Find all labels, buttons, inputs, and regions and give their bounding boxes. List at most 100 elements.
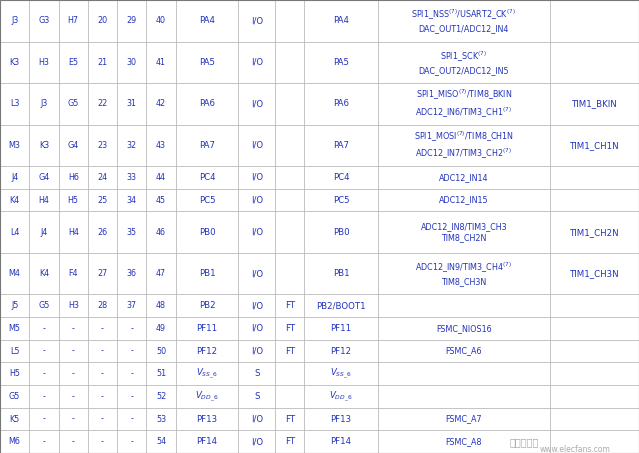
Text: I/O: I/O: [250, 196, 263, 205]
Text: FSMC_A7: FSMC_A7: [445, 414, 482, 424]
Bar: [275, 166, 304, 189]
Bar: [0, 317, 29, 340]
Bar: [117, 212, 146, 253]
Text: L5: L5: [10, 347, 19, 356]
Bar: [275, 317, 304, 340]
Bar: [304, 166, 378, 189]
Text: -: -: [72, 324, 75, 333]
Text: K3: K3: [10, 58, 20, 67]
Text: 21: 21: [97, 58, 107, 67]
Bar: [238, 408, 275, 430]
Bar: [378, 430, 550, 453]
Bar: [146, 125, 176, 166]
Bar: [88, 294, 117, 317]
Bar: [88, 42, 117, 83]
Bar: [117, 0, 146, 42]
Text: $V_{DD\_6}$: $V_{DD\_6}$: [329, 389, 353, 404]
Text: -: -: [130, 392, 133, 401]
Text: FT: FT: [284, 414, 295, 424]
Bar: [275, 385, 304, 408]
Bar: [378, 166, 550, 189]
Text: 27: 27: [97, 269, 107, 278]
Bar: [117, 42, 146, 83]
Text: PA5: PA5: [333, 58, 349, 67]
Text: J4: J4: [11, 173, 19, 182]
Bar: [59, 189, 88, 212]
Text: -: -: [101, 369, 104, 378]
Bar: [29, 340, 59, 362]
Bar: [88, 430, 117, 453]
Bar: [378, 0, 550, 42]
Bar: [550, 385, 639, 408]
Text: -: -: [42, 369, 45, 378]
Bar: [378, 317, 550, 340]
Text: PF13: PF13: [330, 414, 351, 424]
Bar: [117, 430, 146, 453]
Bar: [146, 212, 176, 253]
Text: PA6: PA6: [199, 99, 215, 108]
Bar: [59, 317, 88, 340]
Text: 25: 25: [97, 196, 107, 205]
Bar: [238, 317, 275, 340]
Bar: [0, 42, 29, 83]
Text: -: -: [42, 414, 45, 424]
Text: -: -: [72, 437, 75, 446]
Bar: [304, 385, 378, 408]
Text: G4: G4: [68, 141, 79, 150]
Bar: [378, 83, 550, 125]
Text: -: -: [72, 369, 75, 378]
Bar: [304, 408, 378, 430]
Bar: [59, 408, 88, 430]
Bar: [117, 166, 146, 189]
Bar: [88, 212, 117, 253]
Text: 37: 37: [127, 301, 137, 310]
Text: -: -: [72, 414, 75, 424]
Text: -: -: [42, 392, 45, 401]
Text: TIM1_BKIN: TIM1_BKIN: [572, 99, 617, 108]
Bar: [88, 362, 117, 385]
Text: PA4: PA4: [333, 16, 349, 25]
Bar: [378, 253, 550, 294]
Text: ADC12_IN8/TIM3_CH3
TIM8_CH2N: ADC12_IN8/TIM3_CH3 TIM8_CH2N: [420, 222, 507, 242]
Text: K5: K5: [10, 414, 20, 424]
Text: 32: 32: [127, 141, 137, 150]
Bar: [378, 42, 550, 83]
Text: I/O: I/O: [250, 347, 263, 356]
Bar: [88, 340, 117, 362]
Bar: [146, 83, 176, 125]
Text: I/O: I/O: [250, 173, 263, 182]
Text: PB2/BOOT1: PB2/BOOT1: [316, 301, 366, 310]
Text: K3: K3: [39, 141, 49, 150]
Bar: [146, 430, 176, 453]
Text: PA5: PA5: [199, 58, 215, 67]
Text: PF14: PF14: [330, 437, 351, 446]
Bar: [238, 189, 275, 212]
Bar: [59, 362, 88, 385]
Text: PA7: PA7: [199, 141, 215, 150]
Bar: [176, 253, 238, 294]
Bar: [304, 294, 378, 317]
Text: 40: 40: [156, 16, 166, 25]
Text: M5: M5: [9, 324, 20, 333]
Bar: [304, 83, 378, 125]
Text: H5: H5: [9, 369, 20, 378]
Bar: [0, 212, 29, 253]
Bar: [238, 0, 275, 42]
Text: TIM1_CH2N: TIM1_CH2N: [570, 228, 619, 236]
Text: 47: 47: [156, 269, 166, 278]
Bar: [88, 189, 117, 212]
Bar: [304, 362, 378, 385]
Text: 54: 54: [156, 437, 166, 446]
Text: -: -: [42, 324, 45, 333]
Text: FT: FT: [284, 437, 295, 446]
Bar: [238, 294, 275, 317]
Text: PB1: PB1: [333, 269, 350, 278]
Bar: [0, 340, 29, 362]
Text: 50: 50: [156, 347, 166, 356]
Text: J3: J3: [40, 99, 47, 108]
Bar: [59, 0, 88, 42]
Bar: [117, 189, 146, 212]
Text: ADC12_IN14: ADC12_IN14: [439, 173, 489, 182]
Text: 23: 23: [97, 141, 107, 150]
Bar: [550, 0, 639, 42]
